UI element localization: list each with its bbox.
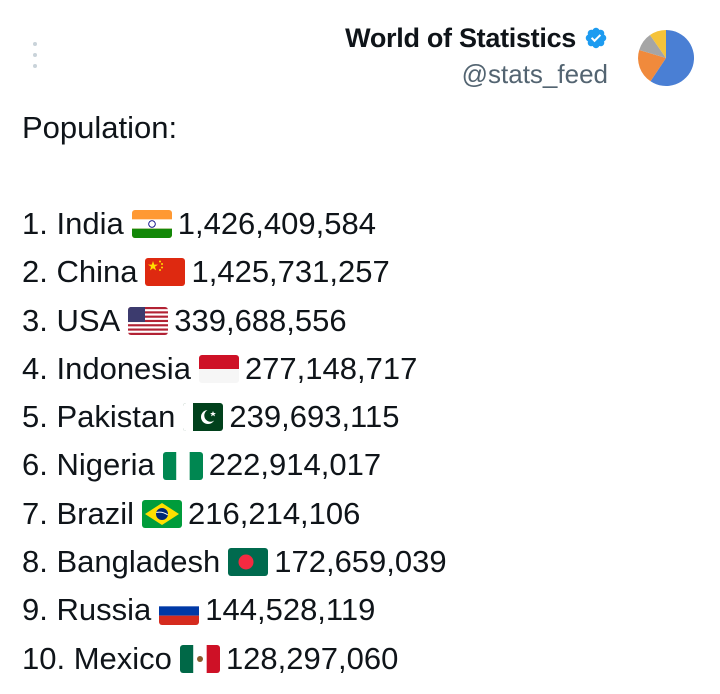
country-name: Brazil	[56, 495, 134, 531]
pie-chart-avatar-icon	[636, 28, 696, 88]
display-name-row: World of Statistics	[345, 20, 608, 56]
list-item: 7. Brazil 216,214,106	[22, 490, 447, 538]
rank: 5.	[22, 399, 48, 435]
display-name[interactable]: World of Statistics	[345, 23, 576, 53]
list-item: 6. Nigeria 222,914,017	[22, 441, 447, 489]
country-name: India	[56, 206, 124, 241]
author-block[interactable]: World of Statistics @stats_feed	[345, 20, 608, 92]
more-dot	[33, 53, 37, 57]
list-item: 2. China 1,425,731,257	[22, 248, 447, 296]
population-value: 1,425,731,257	[191, 254, 390, 290]
population-value: 216,214,106	[188, 495, 361, 531]
rank: 4.	[22, 350, 48, 386]
population-value: 222,914,017	[208, 447, 382, 483]
list-item: 8. Bangladesh 172,659,039	[22, 538, 447, 586]
country-name: Nigeria	[56, 447, 155, 483]
population-value: 339,688,556	[174, 302, 347, 338]
more-vertical-icon[interactable]	[30, 42, 40, 68]
avatar[interactable]	[636, 28, 696, 88]
india-flag-icon	[131, 210, 172, 239]
population-value: 239,693,115	[229, 399, 400, 435]
usa-flag-icon	[128, 306, 169, 335]
list-item: 5. Pakistan 239,693,115	[22, 393, 447, 441]
verified-badge-icon	[585, 27, 607, 49]
russia-flag-icon	[159, 596, 200, 625]
mexico-flag-icon	[179, 644, 220, 673]
pakistan-flag-icon	[183, 403, 224, 432]
country-name: Indonesia	[56, 350, 191, 386]
country-name: Russia	[56, 592, 152, 628]
post-heading: Population:	[22, 110, 178, 145]
rank: 9.	[22, 592, 48, 628]
rank: 7.	[22, 495, 48, 531]
rank: 1.	[22, 206, 48, 241]
rank: 3.	[22, 302, 48, 338]
post-text: Population: 1. India 1,426,409,584 2. Ch…	[22, 104, 447, 683]
country-name: USA	[56, 302, 121, 338]
list-item: 9. Russia 144,528,119	[22, 586, 447, 634]
country-name: Bangladesh	[56, 544, 221, 580]
bangladesh-flag-icon	[228, 548, 269, 577]
country-name: Pakistan	[56, 399, 176, 435]
user-handle[interactable]: @stats_feed	[461, 59, 608, 89]
china-flag-icon	[145, 258, 186, 287]
more-dot	[33, 64, 37, 68]
rank: 10.	[22, 640, 66, 676]
nigeria-flag-icon	[162, 451, 203, 480]
more-dot	[33, 42, 37, 46]
country-name: China	[56, 254, 138, 290]
list-item: 10. Mexico 128,297,060	[22, 635, 447, 683]
population-value: 277,148,717	[244, 350, 418, 386]
list-item: 4. Indonesia 277,148,717	[22, 345, 447, 393]
population-value: 144,528,119	[205, 592, 376, 628]
population-value: 172,659,039	[274, 544, 447, 580]
rank: 2.	[22, 254, 48, 290]
indonesia-flag-icon	[198, 355, 239, 384]
list-item: 1. India 1,426,409,584	[22, 200, 447, 248]
brazil-flag-icon	[142, 499, 182, 528]
population-value: 128,297,060	[225, 640, 399, 676]
population-value: 1,426,409,584	[177, 206, 376, 241]
rank: 6.	[22, 447, 48, 483]
blank-line	[22, 152, 447, 200]
country-name: Mexico	[73, 640, 172, 676]
list-item: 3. USA 339,688,556	[22, 297, 447, 345]
rank: 8.	[22, 544, 48, 580]
